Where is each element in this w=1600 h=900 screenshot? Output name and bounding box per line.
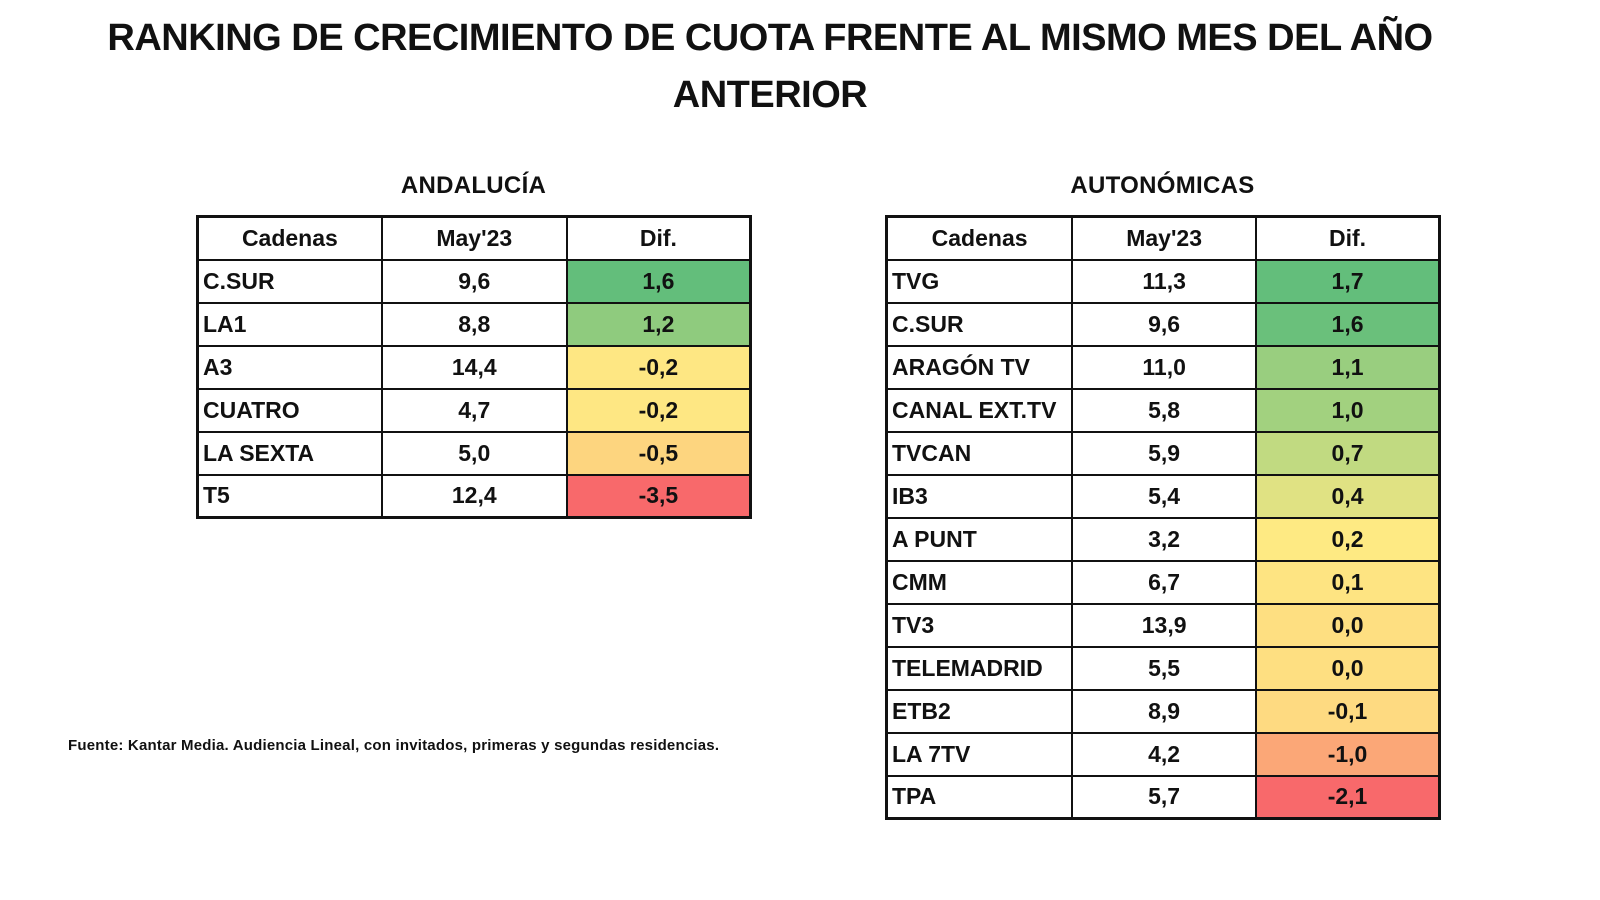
may23-value-cell: 5,8: [1071, 387, 1258, 433]
page-title-line-1: RANKING DE CRECIMIENTO DE CUOTA FRENTE A…: [107, 17, 1433, 59]
may23-value-cell: 9,6: [1071, 301, 1258, 347]
dif-value-cell: -0,2: [565, 387, 752, 433]
column-header-cadenas: Cadenas: [885, 215, 1074, 261]
table-row: A3 14,4 -0,2: [196, 344, 752, 390]
cadena-cell: ETB2: [885, 688, 1074, 734]
may23-value-cell: 5,0: [380, 430, 568, 476]
cadena-cell: CUATRO: [196, 387, 383, 433]
table-row: C.SUR 9,6 1,6: [196, 258, 752, 304]
cadena-cell: LA 7TV: [885, 731, 1074, 777]
cadena-cell: CANAL EXT.TV: [885, 387, 1074, 433]
may23-value-cell: 4,7: [380, 387, 568, 433]
dif-value-cell: -0,2: [565, 344, 752, 390]
dif-value-cell: 0,0: [1255, 602, 1441, 648]
dif-value-cell: 1,6: [565, 258, 752, 304]
may23-value-cell: 5,9: [1071, 430, 1258, 476]
autonomicas-header-row: Cadenas May'23 Dif.: [885, 215, 1441, 261]
table-row: TVG 11,3 1,7: [885, 258, 1441, 304]
autonomicas-table: Cadenas May'23 Dif. TVG 11,3 1,7 C.SUR 9,6 1,…: [885, 215, 1441, 820]
table-row: LA SEXTA 5,0 -0,5: [196, 430, 752, 476]
table-row: C.SUR 9,6 1,6: [885, 301, 1441, 347]
cadena-cell: IB3: [885, 473, 1074, 519]
dif-value-cell: 0,2: [1255, 516, 1441, 562]
may23-value-cell: 5,4: [1071, 473, 1258, 519]
dif-value-cell: -0,5: [565, 430, 752, 476]
may23-value-cell: 3,2: [1071, 516, 1258, 562]
dif-value-cell: 1,7: [1255, 258, 1441, 304]
may23-value-cell: 6,7: [1071, 559, 1258, 605]
cadena-cell: LA1: [196, 301, 383, 347]
cadena-cell: TELEMADRID: [885, 645, 1074, 691]
table-row: LA1 8,8 1,2: [196, 301, 752, 347]
andalucia-table-body: C.SUR 9,6 1,6 LA1 8,8 1,2 A3 14,4 -0,2 CUATRO 4,7-…: [196, 258, 752, 519]
cadena-cell: TV3: [885, 602, 1074, 648]
cadena-cell: C.SUR: [196, 258, 383, 304]
source-note: Fuente: Kantar Media. Audiencia Lineal, …: [68, 737, 720, 754]
column-header-cadenas: Cadenas: [196, 215, 383, 261]
cadena-cell: TPA: [885, 774, 1074, 820]
dif-value-cell: 1,1: [1255, 344, 1441, 390]
may23-value-cell: 12,4: [380, 473, 568, 519]
dif-value-cell: -2,1: [1255, 774, 1441, 820]
andalucia-header-row: Cadenas May'23 Dif.: [196, 215, 752, 261]
may23-value-cell: 8,8: [380, 301, 568, 347]
cadena-cell: TVCAN: [885, 430, 1074, 476]
andalucia-table: Cadenas May'23 Dif. C.SUR 9,6 1,6 LA1 8,8 1,2…: [196, 215, 752, 519]
table-row: ETB2 8,9 -0,1: [885, 688, 1441, 734]
table-row: ARAGÓN TV 11,0 1,1: [885, 344, 1441, 390]
table-row: TV3 13,9 0,0: [885, 602, 1441, 648]
may23-value-cell: 8,9: [1071, 688, 1258, 734]
dif-value-cell: 0,0: [1255, 645, 1441, 691]
may23-value-cell: 14,4: [380, 344, 568, 390]
dif-value-cell: 0,4: [1255, 473, 1441, 519]
table-row: LA 7TV 4,2 -1,0: [885, 731, 1441, 777]
dif-value-cell: -1,0: [1255, 731, 1441, 777]
table-row: A PUNT 3,2 0,2: [885, 516, 1441, 562]
cadena-cell: TVG: [885, 258, 1074, 304]
may23-value-cell: 5,7: [1071, 774, 1258, 820]
column-header-may23: May'23: [380, 215, 568, 261]
table-row: CANAL EXT.TV 5,8 1,0: [885, 387, 1441, 433]
dif-value-cell: 1,2: [565, 301, 752, 347]
table-row: CUATRO 4,7 -0,2: [196, 387, 752, 433]
dif-value-cell: -3,5: [565, 473, 752, 519]
table-row: TPA 5,7 -2,1: [885, 774, 1441, 820]
may23-value-cell: 11,0: [1071, 344, 1258, 390]
autonomicas-table-body: TVG 11,3 1,7 C.SUR 9,6 1,6 ARAGÓN TV 11,0 1,1 CAN…: [885, 258, 1441, 820]
column-header-may23: May'23: [1071, 215, 1258, 261]
may23-value-cell: 4,2: [1071, 731, 1258, 777]
dif-value-cell: 0,7: [1255, 430, 1441, 476]
cadena-cell: A3: [196, 344, 383, 390]
may23-value-cell: 9,6: [380, 258, 568, 304]
dif-value-cell: 1,0: [1255, 387, 1441, 433]
page-title-line-2: ANTERIOR: [672, 74, 868, 116]
cadena-cell: LA SEXTA: [196, 430, 383, 476]
cadena-cell: CMM: [885, 559, 1074, 605]
column-header-dif: Dif.: [565, 215, 752, 261]
table-row: TVCAN 5,9 0,7: [885, 430, 1441, 476]
dif-value-cell: -0,1: [1255, 688, 1441, 734]
may23-value-cell: 11,3: [1071, 258, 1258, 304]
cadena-cell: ARAGÓN TV: [885, 344, 1074, 390]
autonomicas-section-title: AUTONÓMICAS: [1070, 172, 1255, 199]
table-row: IB3 5,4 0,4: [885, 473, 1441, 519]
may23-value-cell: 5,5: [1071, 645, 1258, 691]
cadena-cell: T5: [196, 473, 383, 519]
may23-value-cell: 13,9: [1071, 602, 1258, 648]
cadena-cell: A PUNT: [885, 516, 1074, 562]
dif-value-cell: 1,6: [1255, 301, 1441, 347]
table-row: CMM 6,7 0,1: [885, 559, 1441, 605]
column-header-dif: Dif.: [1255, 215, 1441, 261]
table-row: T5 12,4 -3,5: [196, 473, 752, 519]
table-row: TELEMADRID 5,5 0,0: [885, 645, 1441, 691]
page-title: RANKING DE CRECIMIENTO DE CUOTA FRENTE A…: [0, 10, 1540, 124]
andalucia-section-title: ANDALUCÍA: [400, 172, 547, 199]
dif-value-cell: 0,1: [1255, 559, 1441, 605]
cadena-cell: C.SUR: [885, 301, 1074, 347]
